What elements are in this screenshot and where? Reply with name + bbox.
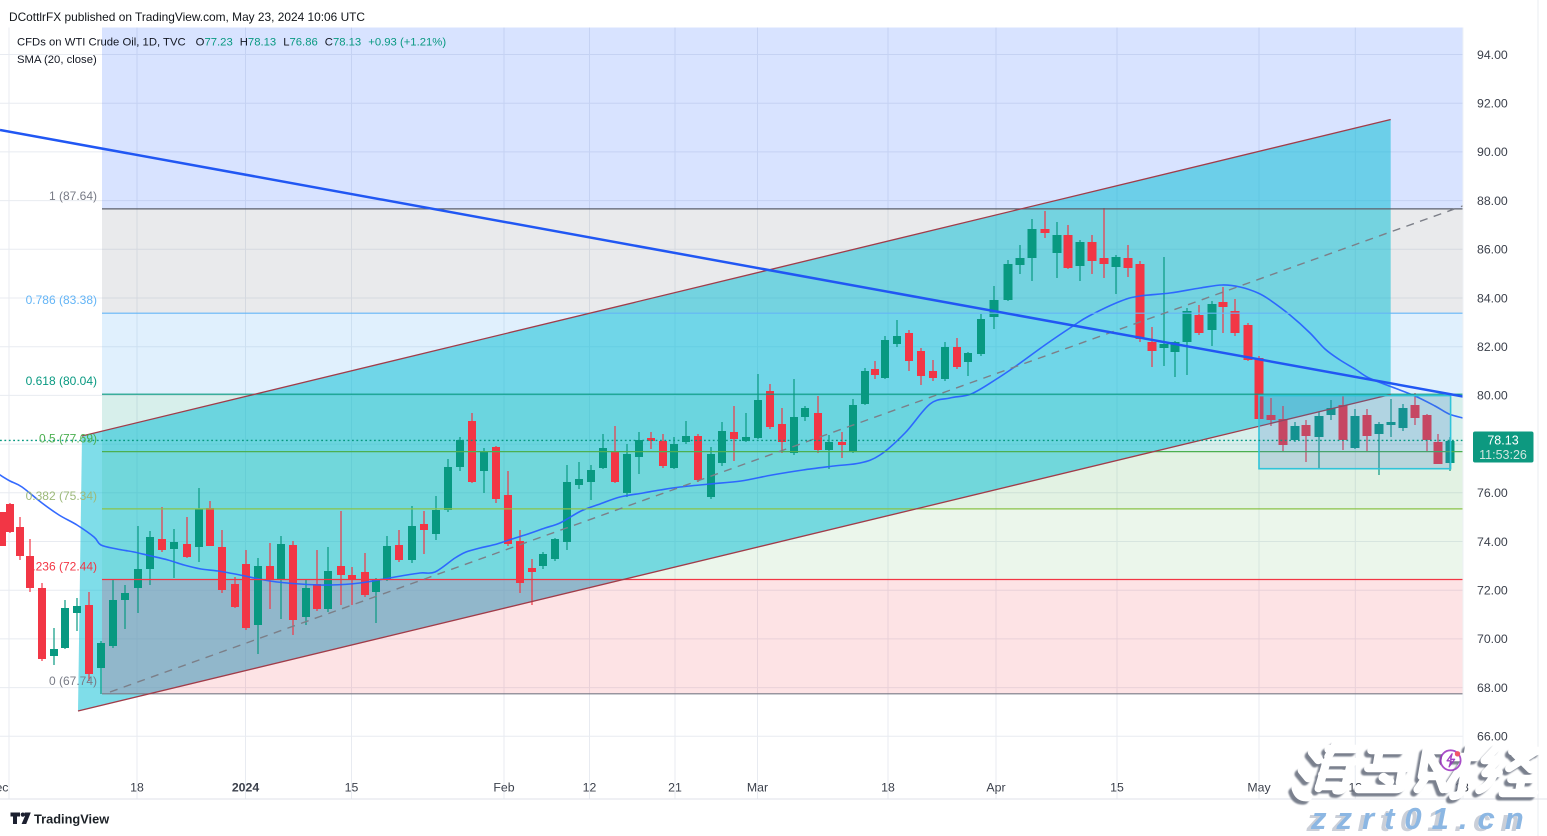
svg-text:84.00: 84.00 <box>1477 291 1508 305</box>
svg-text:0.5 (77.69): 0.5 (77.69) <box>39 432 97 446</box>
svg-text:0.618 (80.04): 0.618 (80.04) <box>26 374 97 388</box>
svg-text:2024: 2024 <box>232 781 260 795</box>
svg-text:15: 15 <box>1110 781 1124 795</box>
svg-text:12: 12 <box>583 781 597 795</box>
svg-text:82.00: 82.00 <box>1477 340 1508 354</box>
svg-text:Mar: Mar <box>747 781 768 795</box>
svg-text:68.00: 68.00 <box>1477 681 1508 695</box>
svg-text:90.00: 90.00 <box>1477 145 1508 159</box>
svg-text:Dec: Dec <box>0 781 8 795</box>
svg-text:11:53:26: 11:53:26 <box>1479 448 1527 462</box>
svg-text:May: May <box>1247 781 1271 795</box>
svg-text:78.13: 78.13 <box>1487 434 1518 448</box>
svg-text:0.382 (75.34): 0.382 (75.34) <box>26 489 97 503</box>
svg-text:zzrt01.cn: zzrt01.cn <box>1306 803 1530 836</box>
svg-text:TradingView: TradingView <box>34 812 109 827</box>
svg-text:0.236 (72.44): 0.236 (72.44) <box>26 560 97 574</box>
svg-text:Feb: Feb <box>493 781 514 795</box>
svg-text:21: 21 <box>668 781 682 795</box>
svg-text:74.00: 74.00 <box>1477 535 1508 549</box>
svg-text:70.00: 70.00 <box>1477 632 1508 646</box>
svg-text:86.00: 86.00 <box>1477 243 1508 257</box>
svg-text:94.00: 94.00 <box>1477 48 1508 62</box>
svg-text:72.00: 72.00 <box>1477 584 1508 598</box>
svg-text:88.00: 88.00 <box>1477 194 1508 208</box>
svg-text:92.00: 92.00 <box>1477 97 1508 111</box>
svg-text:0.786 (83.38): 0.786 (83.38) <box>26 293 97 307</box>
svg-text:80.00: 80.00 <box>1477 389 1508 403</box>
svg-text:18: 18 <box>881 781 895 795</box>
svg-text:Apr: Apr <box>986 781 1005 795</box>
svg-text:1 (87.64): 1 (87.64) <box>49 189 97 203</box>
svg-text:0 (67.74): 0 (67.74) <box>49 674 97 688</box>
svg-text:SMA (20, close): SMA (20, close) <box>17 54 97 66</box>
svg-text:18: 18 <box>130 781 144 795</box>
svg-text:15: 15 <box>345 781 359 795</box>
svg-text:76.00: 76.00 <box>1477 486 1508 500</box>
svg-text:zzrt01.cn: zzrt01.cn <box>1310 801 1534 836</box>
svg-text:DCottlrFX published on Trading: DCottlrFX published on TradingView.com, … <box>9 10 365 24</box>
svg-text:CFDs on WTI Crude Oil, 1D, TVC: CFDs on WTI Crude Oil, 1D, TVC O77.23 H78.… <box>17 37 446 49</box>
svg-text:66.00: 66.00 <box>1477 730 1508 744</box>
